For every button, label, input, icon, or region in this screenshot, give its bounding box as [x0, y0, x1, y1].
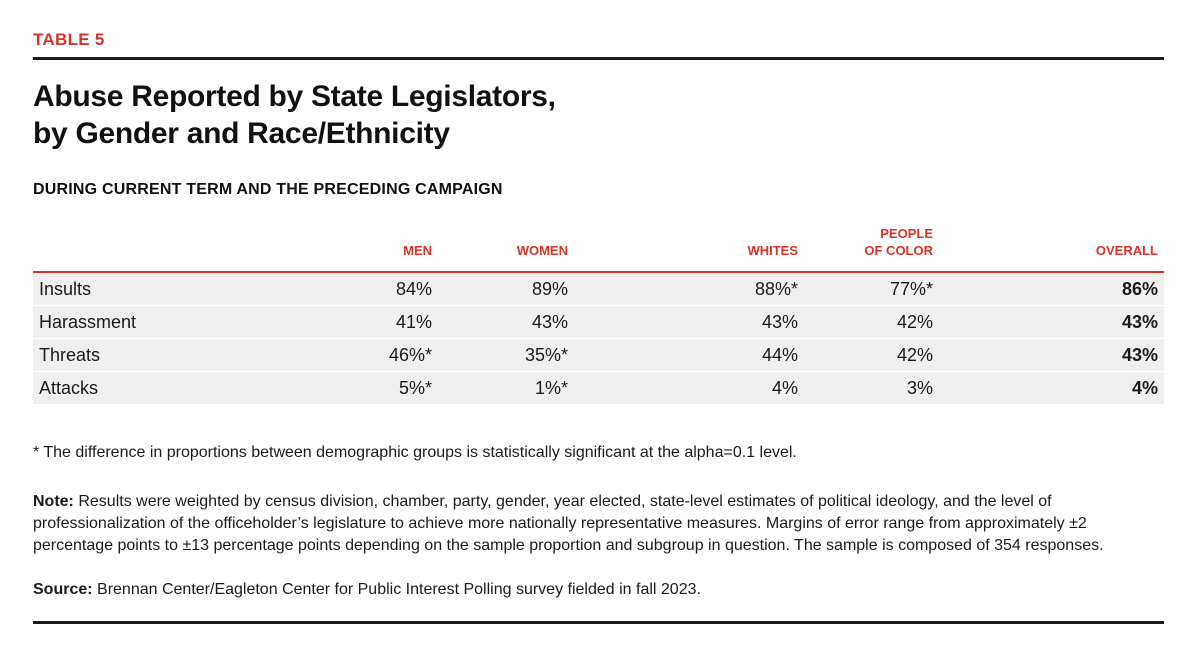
- cell-whites: 4%: [568, 371, 798, 405]
- cell-women: 89%: [432, 272, 568, 306]
- header-people-of-color: PEOPLE OF COLOR: [798, 225, 933, 273]
- table-row: Attacks 5%* 1%* 4% 3% 4%: [33, 371, 1164, 405]
- top-rule: [33, 57, 1164, 60]
- header-row: MEN WOMEN WHITES PEOPLE OF COLOR OVERALL: [33, 225, 1164, 273]
- table-row: Threats 46%* 35%* 44% 42% 43%: [33, 338, 1164, 372]
- cell-overall: 4%: [933, 371, 1164, 405]
- cell-whites: 43%: [568, 305, 798, 339]
- table-row: Harassment 41% 43% 43% 42% 43%: [33, 305, 1164, 339]
- source-label: Source:: [33, 581, 93, 598]
- note-label: Note:: [33, 493, 74, 510]
- cell-people-of-color: 77%*: [798, 272, 933, 306]
- cell-overall: 43%: [933, 338, 1164, 372]
- significance-footnote: * The difference in proportions between …: [33, 444, 797, 461]
- header-men: MEN: [233, 225, 432, 273]
- header-overall: OVERALL: [933, 225, 1164, 273]
- row-label: Harassment: [33, 305, 233, 339]
- cell-men: 84%: [233, 272, 432, 306]
- cell-people-of-color: 42%: [798, 305, 933, 339]
- cell-whites: 44%: [568, 338, 798, 372]
- row-label: Insults: [33, 272, 233, 306]
- cell-people-of-color: 42%: [798, 338, 933, 372]
- cell-women: 35%*: [432, 338, 568, 372]
- methodology-note: Note: Results were weighted by census di…: [33, 491, 1164, 557]
- cell-overall: 86%: [933, 272, 1164, 306]
- cell-overall: 43%: [933, 305, 1164, 339]
- cell-women: 1%*: [432, 371, 568, 405]
- cell-people-of-color: 3%: [798, 371, 933, 405]
- title-line-2: by Gender and Race/Ethnicity: [33, 117, 450, 150]
- table-subtitle: DURING CURRENT TERM AND THE PRECEDING CA…: [33, 181, 503, 198]
- cell-whites: 88%*: [568, 272, 798, 306]
- data-table: MEN WOMEN WHITES PEOPLE OF COLOR OVERALL…: [33, 225, 1164, 405]
- page-title: Abuse Reported by State Legislators, by …: [33, 78, 933, 152]
- row-label: Attacks: [33, 371, 233, 405]
- table-row: Insults 84% 89% 88%* 77%* 86%: [33, 272, 1164, 306]
- header-women: WOMEN: [432, 225, 568, 273]
- table-label: TABLE 5: [33, 30, 105, 49]
- cell-men: 41%: [233, 305, 432, 339]
- cell-men: 5%*: [233, 371, 432, 405]
- header-blank: [33, 225, 233, 273]
- header-poc-line-1: PEOPLE: [880, 226, 933, 241]
- source-line: Source: Brennan Center/Eagleton Center f…: [33, 581, 1164, 599]
- cell-men: 46%*: [233, 338, 432, 372]
- row-label: Threats: [33, 338, 233, 372]
- bottom-rule: [33, 621, 1164, 624]
- header-whites: WHITES: [568, 225, 798, 273]
- title-line-1: Abuse Reported by State Legislators,: [33, 80, 556, 113]
- note-text: Results were weighted by census division…: [33, 493, 1104, 554]
- cell-women: 43%: [432, 305, 568, 339]
- header-poc-line-2: OF COLOR: [864, 243, 933, 258]
- source-text: Brennan Center/Eagleton Center for Publi…: [97, 581, 701, 598]
